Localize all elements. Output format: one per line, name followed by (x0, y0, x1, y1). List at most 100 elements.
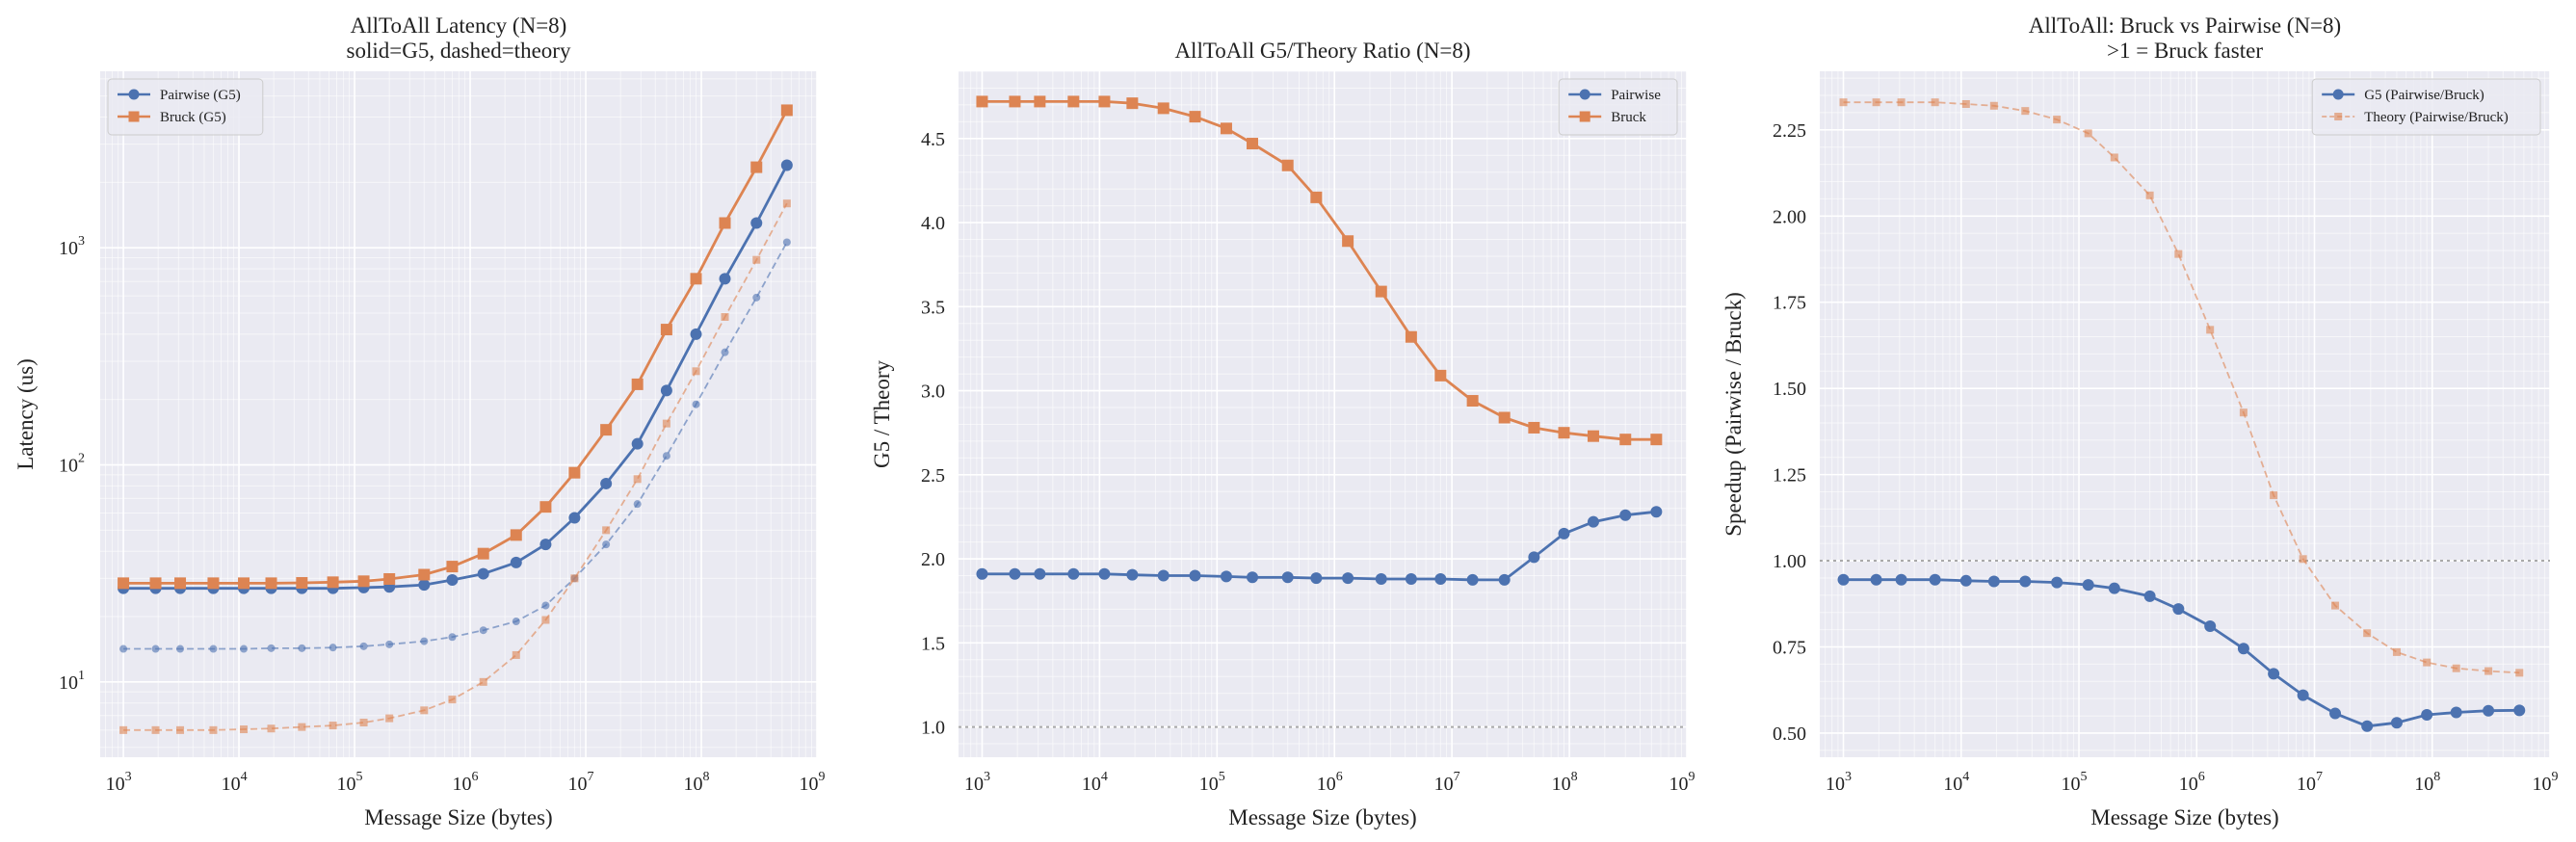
data-point (976, 95, 988, 108)
grid (1820, 71, 2551, 757)
y-tick-base: 10 (59, 672, 78, 694)
x-tick-exponent: 3 (125, 770, 132, 784)
data-point (2206, 326, 2215, 334)
x-tick-exponent: 9 (819, 770, 826, 784)
data-point (477, 567, 489, 580)
data-point (1034, 567, 1046, 580)
legend-label: Bruck (1611, 110, 1646, 125)
data-point (1281, 159, 1294, 171)
data-point (631, 437, 644, 450)
data-point (1837, 573, 1850, 586)
data-point (1434, 573, 1447, 586)
data-point (1587, 515, 1599, 528)
data-point (119, 725, 128, 734)
data-point (690, 273, 702, 285)
y-tick-label: 1.0 (921, 718, 945, 739)
data-point (2051, 576, 2063, 589)
data-point (174, 577, 187, 590)
y-tick-label: 1.25 (1773, 465, 1806, 487)
x-tick-exponent: 9 (2552, 770, 2559, 784)
series-pairwise_theory (119, 238, 791, 653)
x-tick-label: 109 (1669, 770, 1695, 795)
data-point (1375, 285, 1387, 298)
data-point (1929, 573, 1941, 586)
data-point (1498, 573, 1511, 586)
data-point (510, 556, 522, 568)
x-tick-label: 109 (2533, 770, 2559, 795)
data-point (265, 577, 277, 590)
legend-marker (2332, 89, 2344, 100)
data-point (721, 313, 729, 322)
data-point (448, 633, 457, 642)
data-point (1558, 427, 1570, 439)
data-point (721, 348, 729, 356)
x-tick-label: 107 (1434, 770, 1460, 795)
x-tick-base: 10 (1552, 774, 1571, 795)
legend-marker (1579, 89, 1590, 100)
data-point (1839, 98, 1848, 107)
legend-entry: Bruck (G5) (118, 110, 226, 125)
x-tick-label: 104 (1082, 770, 1108, 795)
chart-title-line: AllToAll: Bruck vs Pairwise (N=8) (2029, 13, 2341, 38)
y-tick-label: 1.75 (1773, 293, 1806, 314)
data-point (383, 572, 396, 585)
x-tick-exponent: 4 (1962, 770, 1969, 784)
x-tick-exponent: 4 (1101, 770, 1108, 784)
y-tick-label: 0.75 (1773, 638, 1806, 659)
y-tick-exponent: 3 (78, 234, 85, 249)
x-tick-base: 10 (2179, 774, 2198, 795)
data-point (2270, 491, 2278, 500)
data-point (1009, 567, 1021, 580)
data-point (207, 577, 220, 590)
y-tick-exponent: 2 (78, 452, 85, 466)
data-point (692, 367, 700, 376)
y-axis-label: Latency (us) (13, 358, 38, 470)
data-point (2299, 555, 2307, 564)
x-tick-base: 10 (964, 774, 984, 795)
data-point (2363, 629, 2372, 638)
data-point (420, 637, 429, 645)
data-point (2484, 667, 2493, 675)
x-tick-label: 106 (453, 770, 479, 795)
data-point (1987, 575, 2000, 588)
legend-label: G5 (Pairwise/Bruck) (2364, 88, 2484, 103)
data-point (2392, 647, 2401, 656)
chart-title-line: >1 = Bruck faster (2107, 39, 2263, 63)
data-point (719, 273, 731, 285)
data-point (1009, 95, 1021, 108)
y-tick-base: 10 (59, 456, 78, 477)
legend-box (107, 78, 264, 136)
data-point (1528, 551, 1540, 564)
data-point (633, 475, 642, 484)
data-point (2237, 643, 2249, 655)
data-point (2297, 689, 2309, 701)
data-point (2421, 708, 2433, 721)
y-axis-label: G5 / Theory (870, 360, 894, 469)
data-point (570, 574, 579, 583)
data-point (1067, 567, 1080, 580)
legend-entry: Bruck (1568, 110, 1646, 125)
x-tick-base: 10 (2297, 774, 2316, 795)
data-point (1961, 99, 1970, 108)
data-point (750, 161, 763, 173)
x-tick-label: 108 (684, 770, 710, 795)
series-bruck_g5 (118, 104, 793, 590)
data-point (2331, 601, 2340, 610)
data-point (1528, 421, 1540, 434)
x-tick-label: 107 (2297, 770, 2323, 795)
legend-label: Bruck (G5) (160, 110, 226, 125)
x-tick-base: 10 (1826, 774, 1845, 795)
x-tick-base: 10 (453, 774, 472, 795)
y-tick-label: 0.50 (1773, 724, 1806, 745)
data-point (780, 104, 793, 117)
y-tick-label: 3.0 (921, 382, 945, 403)
y-tick-label: 2.5 (921, 465, 945, 487)
data-point (662, 419, 670, 428)
legend-marker (1579, 111, 1590, 122)
data-point (752, 255, 761, 264)
data-point (1034, 95, 1046, 108)
data-point (267, 644, 276, 652)
data-point (631, 378, 644, 390)
y-tick-label: 1.5 (921, 633, 945, 654)
data-point (1067, 95, 1080, 108)
